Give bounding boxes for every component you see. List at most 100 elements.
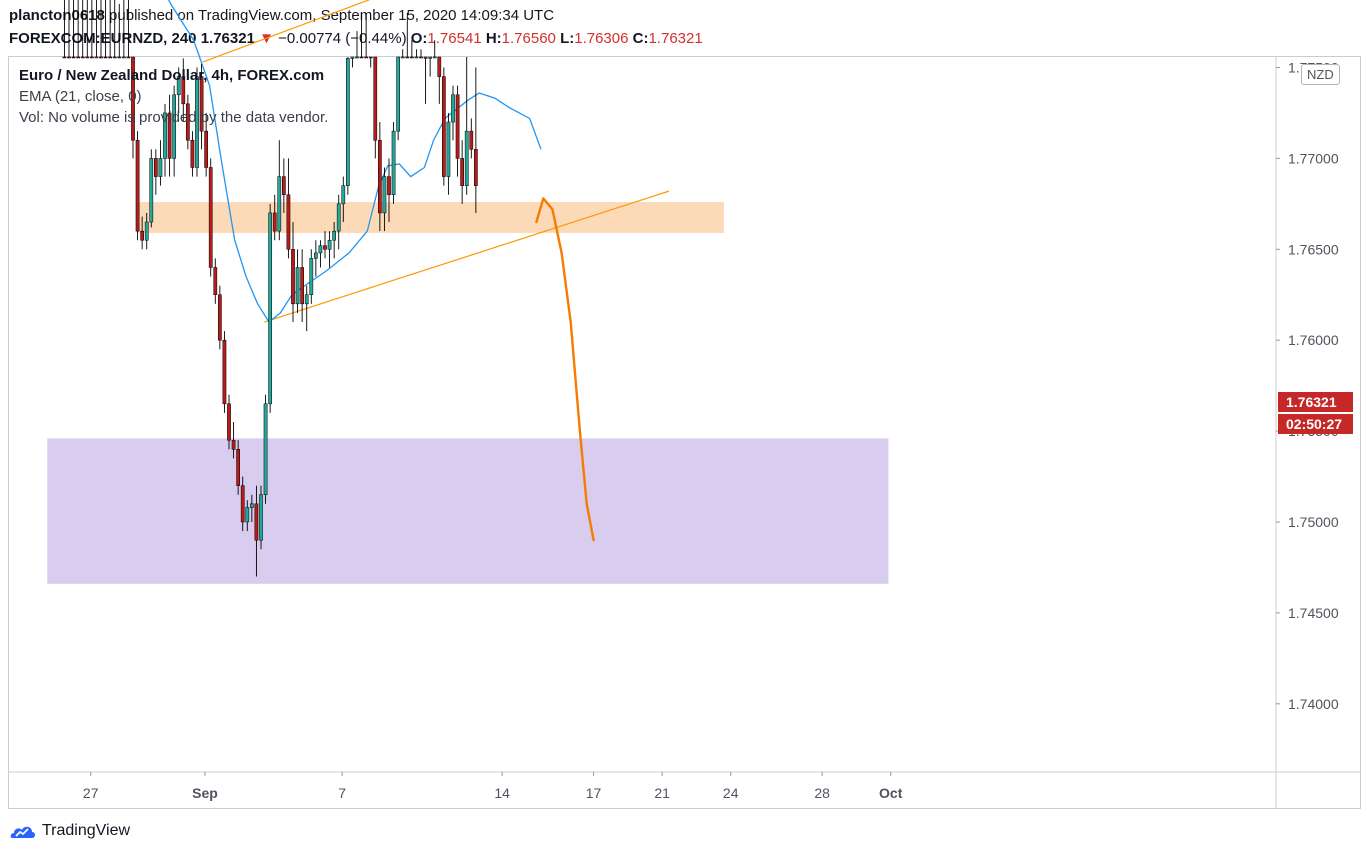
- candle-body: [469, 130, 474, 150]
- candle-body: [135, 139, 140, 232]
- candle: [405, 12, 410, 59]
- candle-body: [455, 94, 460, 159]
- candle-body: [154, 158, 158, 177]
- candle: [94, 0, 99, 59]
- open-label: O:: [410, 30, 428, 47]
- candle: [387, 158, 391, 223]
- candle: [364, 12, 368, 59]
- candle: [455, 85, 460, 177]
- time-tick-label: 28: [814, 785, 830, 801]
- candle: [259, 485, 263, 550]
- chart-title[interactable]: Euro / New Zealand Dollar, 4h, FOREX.com: [19, 67, 325, 84]
- symbol-label[interactable]: FOREXCOM:EURNZD, 240: [9, 30, 197, 47]
- time-tick-label: 21: [654, 785, 670, 801]
- candle: [140, 216, 144, 250]
- candle: [382, 167, 387, 232]
- candle-body: [263, 403, 268, 495]
- candle: [245, 500, 250, 532]
- countdown-label: 02:50:27: [1278, 414, 1353, 434]
- candle: [80, 0, 85, 59]
- candle-body: [304, 294, 309, 305]
- candle: [240, 476, 245, 532]
- candle-body: [286, 194, 291, 250]
- low-value: 1.76306: [574, 30, 629, 47]
- time-tick-label: Oct: [879, 785, 903, 801]
- candle: [117, 3, 122, 59]
- candle-body: [268, 212, 272, 405]
- candle: [464, 57, 469, 195]
- time-tick-label: 14: [494, 785, 510, 801]
- currency-badge[interactable]: NZD: [1301, 64, 1340, 85]
- candle-body: [414, 56, 419, 59]
- candle: [158, 140, 163, 186]
- channel-lower-line: [264, 190, 670, 323]
- candle: [309, 249, 314, 304]
- candle-body: [131, 56, 135, 141]
- candle-body: [99, 56, 103, 59]
- candle-body: [94, 56, 99, 59]
- candle: [76, 0, 80, 59]
- candle: [277, 140, 282, 241]
- time-tick-label: 17: [586, 785, 602, 801]
- candle-body: [218, 294, 222, 341]
- candle-body: [460, 158, 464, 186]
- candle: [186, 94, 190, 150]
- candle-body: [373, 56, 378, 141]
- candle: [295, 249, 300, 313]
- candle: [227, 394, 231, 450]
- candle-body: [126, 56, 131, 59]
- candle-body: [259, 494, 263, 541]
- candle: [336, 194, 341, 250]
- candle: [469, 118, 474, 159]
- candle: [71, 0, 76, 59]
- ema-line: [168, 0, 542, 323]
- candle-body: [451, 94, 455, 123]
- candle-body: [71, 56, 76, 59]
- candle-body: [85, 56, 90, 59]
- high-label: H:: [485, 30, 502, 47]
- candle-body: [400, 56, 405, 59]
- candle-body: [103, 56, 108, 59]
- candle: [231, 422, 236, 459]
- candle-body: [364, 56, 368, 59]
- candle: [378, 122, 382, 232]
- candle: [355, 31, 359, 59]
- candle: [414, 49, 419, 59]
- candle: [400, 49, 405, 59]
- candle-body: [76, 56, 80, 59]
- candle-body: [80, 56, 85, 59]
- candle-body: [144, 221, 149, 241]
- candle: [268, 203, 272, 413]
- candle: [410, 40, 414, 59]
- candle-body: [368, 56, 373, 59]
- candle: [323, 231, 327, 259]
- candle-body: [140, 230, 144, 241]
- candle: [108, 0, 112, 59]
- candle-body: [336, 203, 341, 232]
- candle: [318, 240, 323, 268]
- candle-body: [474, 149, 478, 186]
- candle-body: [190, 139, 195, 168]
- candle: [208, 158, 213, 277]
- ema-legend[interactable]: EMA (21, close, 0): [19, 88, 142, 105]
- candle: [286, 158, 291, 259]
- tradingview-logo[interactable]: TradingView: [10, 822, 130, 840]
- candle: [451, 85, 455, 141]
- candle: [373, 56, 378, 159]
- candle-body: [236, 449, 240, 486]
- candle-body: [272, 212, 277, 232]
- price-tick-label: 1.76500: [1288, 241, 1339, 257]
- candle: [282, 158, 286, 213]
- volume-legend[interactable]: Vol: No volume is provided by the data v…: [19, 109, 329, 126]
- price-tick-label: 1.74500: [1288, 605, 1339, 621]
- candle-body: [62, 56, 67, 59]
- candle: [218, 285, 222, 350]
- close-label: C:: [632, 30, 649, 47]
- candle: [176, 67, 181, 113]
- candle: [304, 285, 309, 332]
- candle-body: [172, 94, 176, 159]
- author-name[interactable]: plancton0618: [9, 7, 105, 24]
- candle-body: [378, 139, 382, 214]
- candle: [474, 67, 478, 213]
